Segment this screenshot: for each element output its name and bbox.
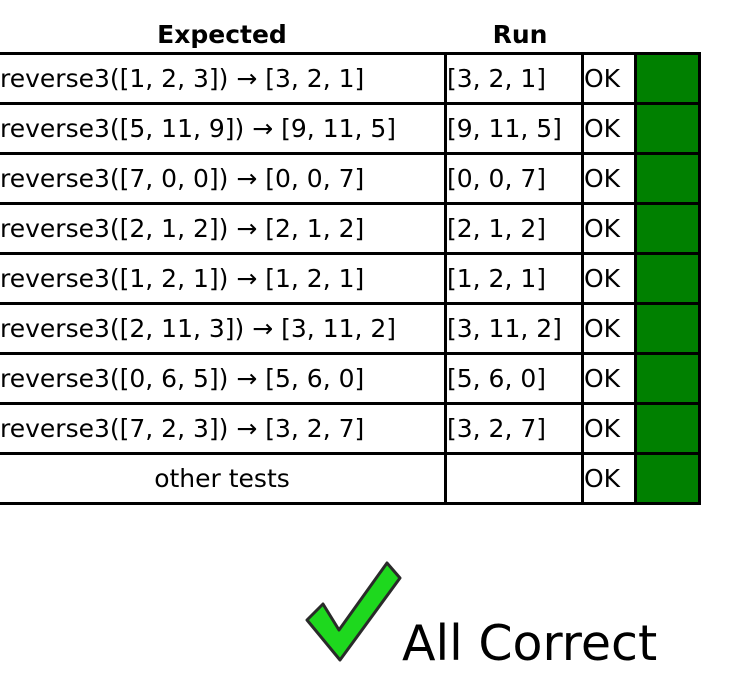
checkmark-icon (305, 561, 402, 662)
status-cell: OK (581, 452, 637, 505)
run-cell: [2, 1, 2] (444, 202, 584, 255)
run-cell (444, 452, 584, 505)
expected-cell: reverse3([5, 11, 9]) → [9, 11, 5] (0, 102, 447, 155)
status-cell: OK (581, 202, 637, 255)
table-row: reverse3([0, 6, 5]) → [5, 6, 0] [5, 6, 0… (0, 352, 701, 405)
run-cell: [3, 2, 7] (444, 402, 584, 455)
table-row: reverse3([2, 1, 2]) → [2, 1, 2] [2, 1, 2… (0, 202, 701, 255)
status-cell: OK (581, 302, 637, 355)
pass-indicator (634, 152, 701, 205)
expected-cell: reverse3([2, 1, 2]) → [2, 1, 2] (0, 202, 447, 255)
pass-indicator (634, 52, 701, 105)
status-cell: OK (581, 152, 637, 205)
run-cell: [3, 11, 2] (444, 302, 584, 355)
results-table: reverse3([1, 2, 3]) → [3, 2, 1] [3, 2, 1… (0, 52, 701, 505)
expected-cell: reverse3([7, 0, 0]) → [0, 0, 7] (0, 152, 447, 205)
run-cell: [1, 2, 1] (444, 252, 584, 305)
pass-indicator (634, 302, 701, 355)
table-row: reverse3([7, 2, 3]) → [3, 2, 7] [3, 2, 7… (0, 402, 701, 455)
table-row: reverse3([5, 11, 9]) → [9, 11, 5] [9, 11… (0, 102, 701, 155)
table-row: reverse3([2, 11, 3]) → [3, 11, 2] [3, 11… (0, 302, 701, 355)
status-cell: OK (581, 352, 637, 405)
run-cell: [3, 2, 1] (444, 52, 584, 105)
status-cell: OK (581, 402, 637, 455)
pass-indicator (634, 202, 701, 255)
expected-cell: reverse3([1, 2, 1]) → [1, 2, 1] (0, 252, 447, 305)
pass-indicator (634, 452, 701, 505)
pass-indicator (634, 352, 701, 405)
run-cell: [5, 6, 0] (444, 352, 584, 405)
status-cell: OK (581, 102, 637, 155)
expected-cell: reverse3([7, 2, 3]) → [3, 2, 7] (0, 402, 447, 455)
checkmark-shape (305, 561, 402, 662)
run-cell: [9, 11, 5] (444, 102, 584, 155)
pass-indicator (634, 402, 701, 455)
pass-indicator (634, 102, 701, 155)
header-run: Run (492, 20, 548, 49)
results-body: reverse3([1, 2, 3]) → [3, 2, 1] [3, 2, 1… (0, 52, 701, 505)
expected-cell: reverse3([2, 11, 3]) → [3, 11, 2] (0, 302, 447, 355)
table-row: other tests OK (0, 452, 701, 505)
status-cell: OK (581, 52, 637, 105)
status-cell: OK (581, 252, 637, 305)
table-row: reverse3([1, 2, 3]) → [3, 2, 1] [3, 2, 1… (0, 52, 701, 105)
expected-cell: reverse3([0, 6, 5]) → [5, 6, 0] (0, 352, 447, 405)
expected-cell: reverse3([1, 2, 3]) → [3, 2, 1] (0, 52, 447, 105)
other-tests-label: other tests (0, 452, 447, 505)
all-correct-label: All Correct (402, 615, 658, 672)
table-row: reverse3([7, 0, 0]) → [0, 0, 7] [0, 0, 7… (0, 152, 701, 205)
header-expected: Expected (157, 20, 287, 49)
pass-indicator (634, 252, 701, 305)
run-cell: [0, 0, 7] (444, 152, 584, 205)
table-row: reverse3([1, 2, 1]) → [1, 2, 1] [1, 2, 1… (0, 252, 701, 305)
